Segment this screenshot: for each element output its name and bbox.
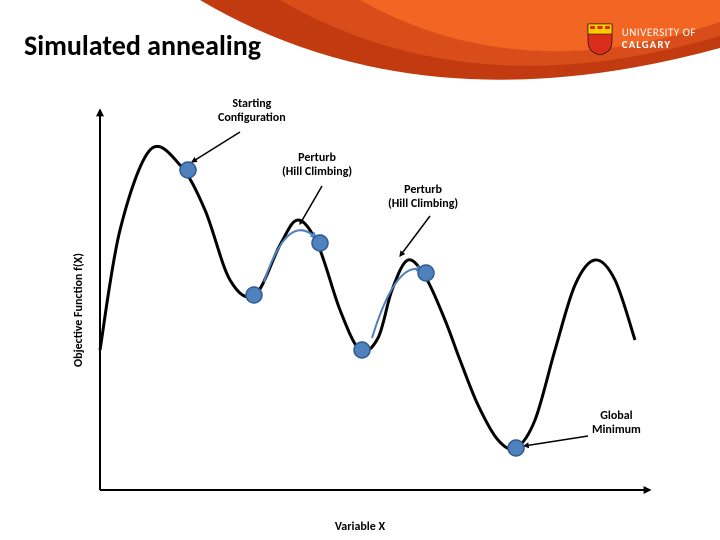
slide-header: Simulated annealing UNIVERSITY OF CALGAR…: [0, 0, 720, 90]
annotation-global-minimum: GlobalMinimum: [592, 410, 641, 438]
annotation-perturb-2: Perturb(Hill Climbing): [388, 184, 458, 212]
shield-icon: [586, 22, 614, 56]
label-arrow-4: [524, 436, 588, 446]
state-ball-5: [418, 265, 434, 281]
logo-line2: CALGARY: [622, 39, 696, 51]
university-logo: UNIVERSITY OF CALGARY: [586, 22, 696, 56]
annotation-line: Minimum: [592, 424, 641, 438]
state-ball-3: [312, 235, 328, 251]
x-axis-label: Variable X: [335, 520, 385, 534]
slide-title: Simulated annealing: [24, 28, 261, 63]
objective-curve: [100, 146, 635, 449]
annotation-line: Perturb: [282, 152, 352, 166]
annealing-diagram: Objective Function f(X) Variable X Start…: [40, 90, 680, 530]
state-ball-2: [246, 287, 262, 303]
annotation-line: Configuration: [218, 112, 286, 126]
perturb-arc-1: [264, 230, 316, 282]
state-ball-6: [508, 440, 524, 456]
y-axis-label: Objective Function f(X): [72, 253, 86, 367]
annotation-line: Global: [592, 410, 641, 424]
diagram-svg: [40, 90, 680, 530]
logo-text: UNIVERSITY OF CALGARY: [622, 27, 696, 50]
label-arrow-1: [192, 132, 240, 162]
annotation-perturb-1: Perturb(Hill Climbing): [282, 152, 352, 180]
annotation-line: Starting: [218, 98, 286, 112]
annotation-line: (Hill Climbing): [388, 198, 458, 212]
state-ball-1: [180, 162, 196, 178]
label-arrow-2: [300, 186, 322, 224]
annotation-starting-configuration: StartingConfiguration: [218, 98, 286, 126]
annotation-line: (Hill Climbing): [282, 166, 352, 180]
annotation-line: Perturb: [388, 184, 458, 198]
state-ball-4: [354, 342, 370, 358]
label-arrow-3: [400, 216, 430, 256]
